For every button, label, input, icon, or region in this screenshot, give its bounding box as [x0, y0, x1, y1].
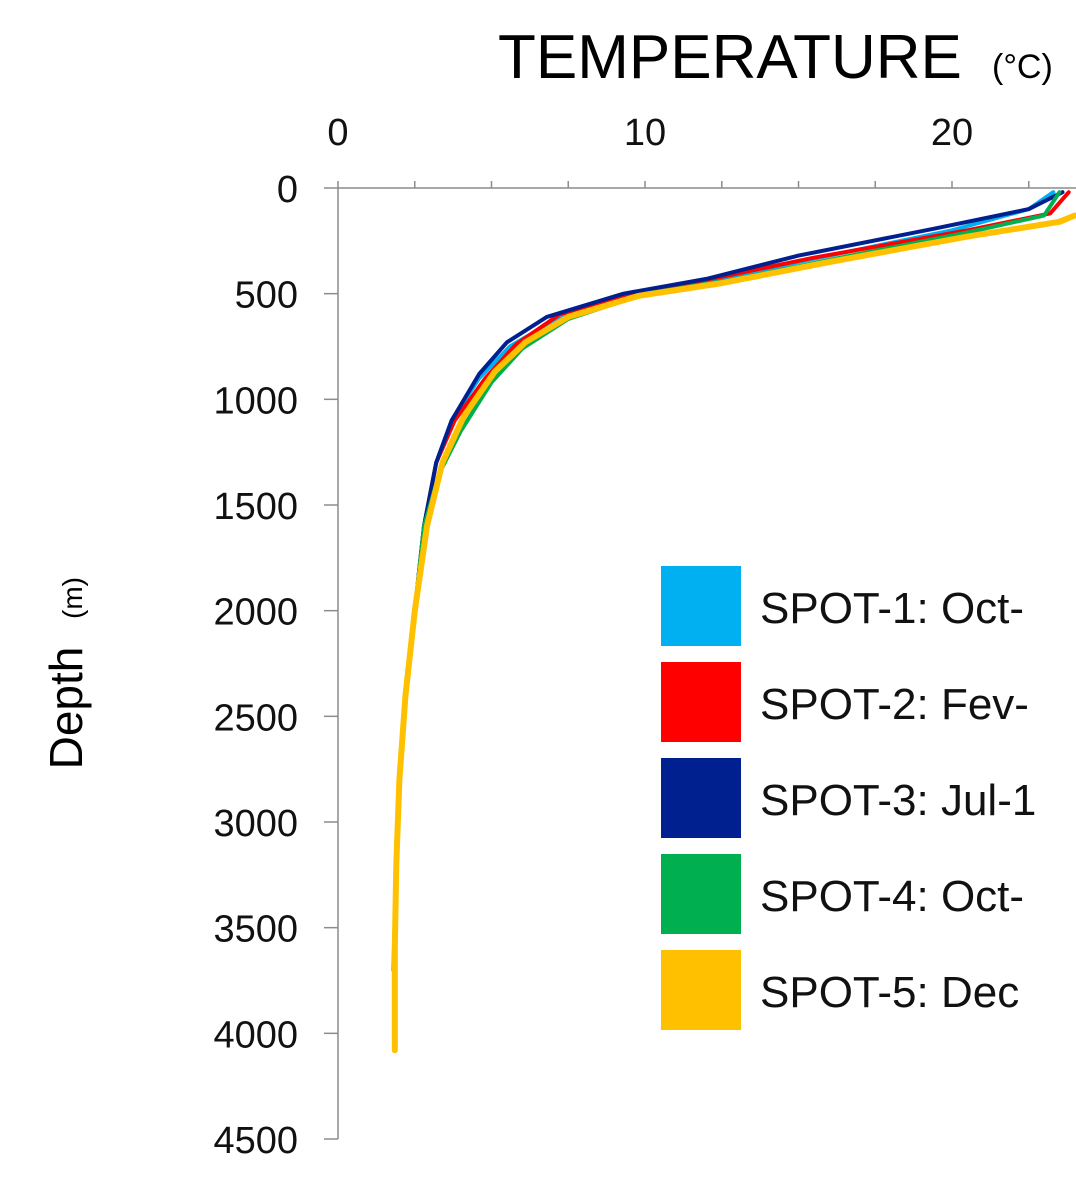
legend-label-spot-3: SPOT-3: Jul-1	[760, 776, 1036, 825]
legend: SPOT-1: Oct- SPOT-2: Fev- SPOT-3: Jul-1 SPO…	[661, 566, 1036, 1030]
legend-swatch-spot-4	[661, 854, 741, 934]
y-tick-label: 3000	[213, 803, 298, 845]
legend-label-spot-2: SPOT-2: Fev-	[760, 680, 1029, 729]
legend-swatch-spot-5	[661, 950, 741, 1030]
legend-swatch-spot-1	[661, 566, 741, 646]
legend-label-spot-1: SPOT-1: Oct-	[760, 584, 1024, 633]
y-tick-label: 1000	[213, 380, 298, 422]
series-line-spot-3	[394, 190, 1065, 846]
y-axis-label: Depth (m)	[40, 577, 92, 769]
axes: 0 10 20 0 500 1000 1500 2000 2500 3000 3500 4000 450…	[213, 112, 1076, 1162]
x-tick-label: 20	[931, 112, 973, 154]
y-axis-label-unit: (m)	[57, 577, 88, 619]
y-tick-label: 500	[235, 275, 298, 317]
x-tick-label: 10	[624, 112, 666, 154]
series-line-spot-5	[391, 212, 1076, 1054]
series-group	[391, 190, 1076, 1054]
legend-label-spot-4: SPOT-4: Oct-	[760, 872, 1024, 921]
y-tick-label: 0	[277, 169, 298, 211]
y-tick-label: 4500	[213, 1120, 298, 1162]
x-tick-label: 0	[327, 112, 348, 154]
y-tick-label: 2000	[213, 592, 298, 634]
legend-swatch-spot-2	[661, 662, 741, 742]
y-axis-label-text: Depth	[40, 647, 92, 770]
chart-title-unit: (°C)	[992, 48, 1053, 86]
y-tick-label: 1500	[213, 486, 298, 528]
chart-title-text: TEMPERATURE	[498, 23, 962, 92]
legend-label-spot-5: SPOT-5: Dec	[760, 968, 1019, 1017]
y-tick-label: 2500	[213, 697, 298, 739]
y-tick-label: 3500	[213, 909, 298, 951]
chart-title: TEMPERATURE (°C)	[498, 23, 1053, 92]
y-tick-label: 4000	[213, 1014, 298, 1056]
legend-swatch-spot-3	[661, 758, 741, 838]
